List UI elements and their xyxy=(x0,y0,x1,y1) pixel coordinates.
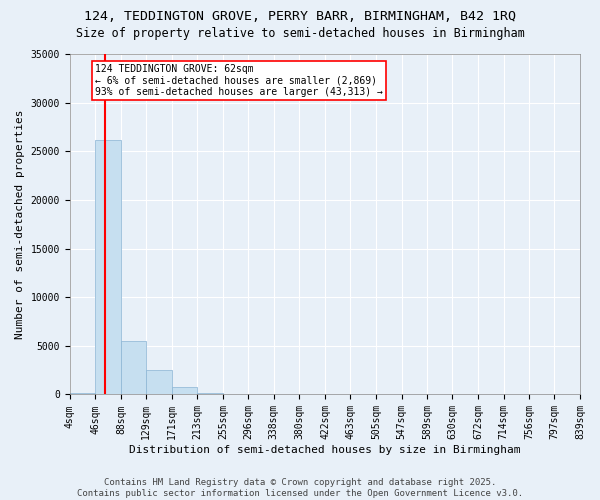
Text: Contains HM Land Registry data © Crown copyright and database right 2025.
Contai: Contains HM Land Registry data © Crown c… xyxy=(77,478,523,498)
Text: 124 TEDDINGTON GROVE: 62sqm
← 6% of semi-detached houses are smaller (2,869)
93%: 124 TEDDINGTON GROVE: 62sqm ← 6% of semi… xyxy=(95,64,383,97)
Bar xyxy=(146,370,172,394)
Text: 124, TEDDINGTON GROVE, PERRY BARR, BIRMINGHAM, B42 1RQ: 124, TEDDINGTON GROVE, PERRY BARR, BIRMI… xyxy=(84,10,516,23)
Bar xyxy=(70,393,95,394)
Bar xyxy=(197,392,223,394)
Bar xyxy=(172,386,197,394)
Text: Size of property relative to semi-detached houses in Birmingham: Size of property relative to semi-detach… xyxy=(76,28,524,40)
Y-axis label: Number of semi-detached properties: Number of semi-detached properties xyxy=(15,110,25,339)
Bar xyxy=(121,341,146,394)
Bar xyxy=(95,140,121,394)
X-axis label: Distribution of semi-detached houses by size in Birmingham: Distribution of semi-detached houses by … xyxy=(129,445,521,455)
